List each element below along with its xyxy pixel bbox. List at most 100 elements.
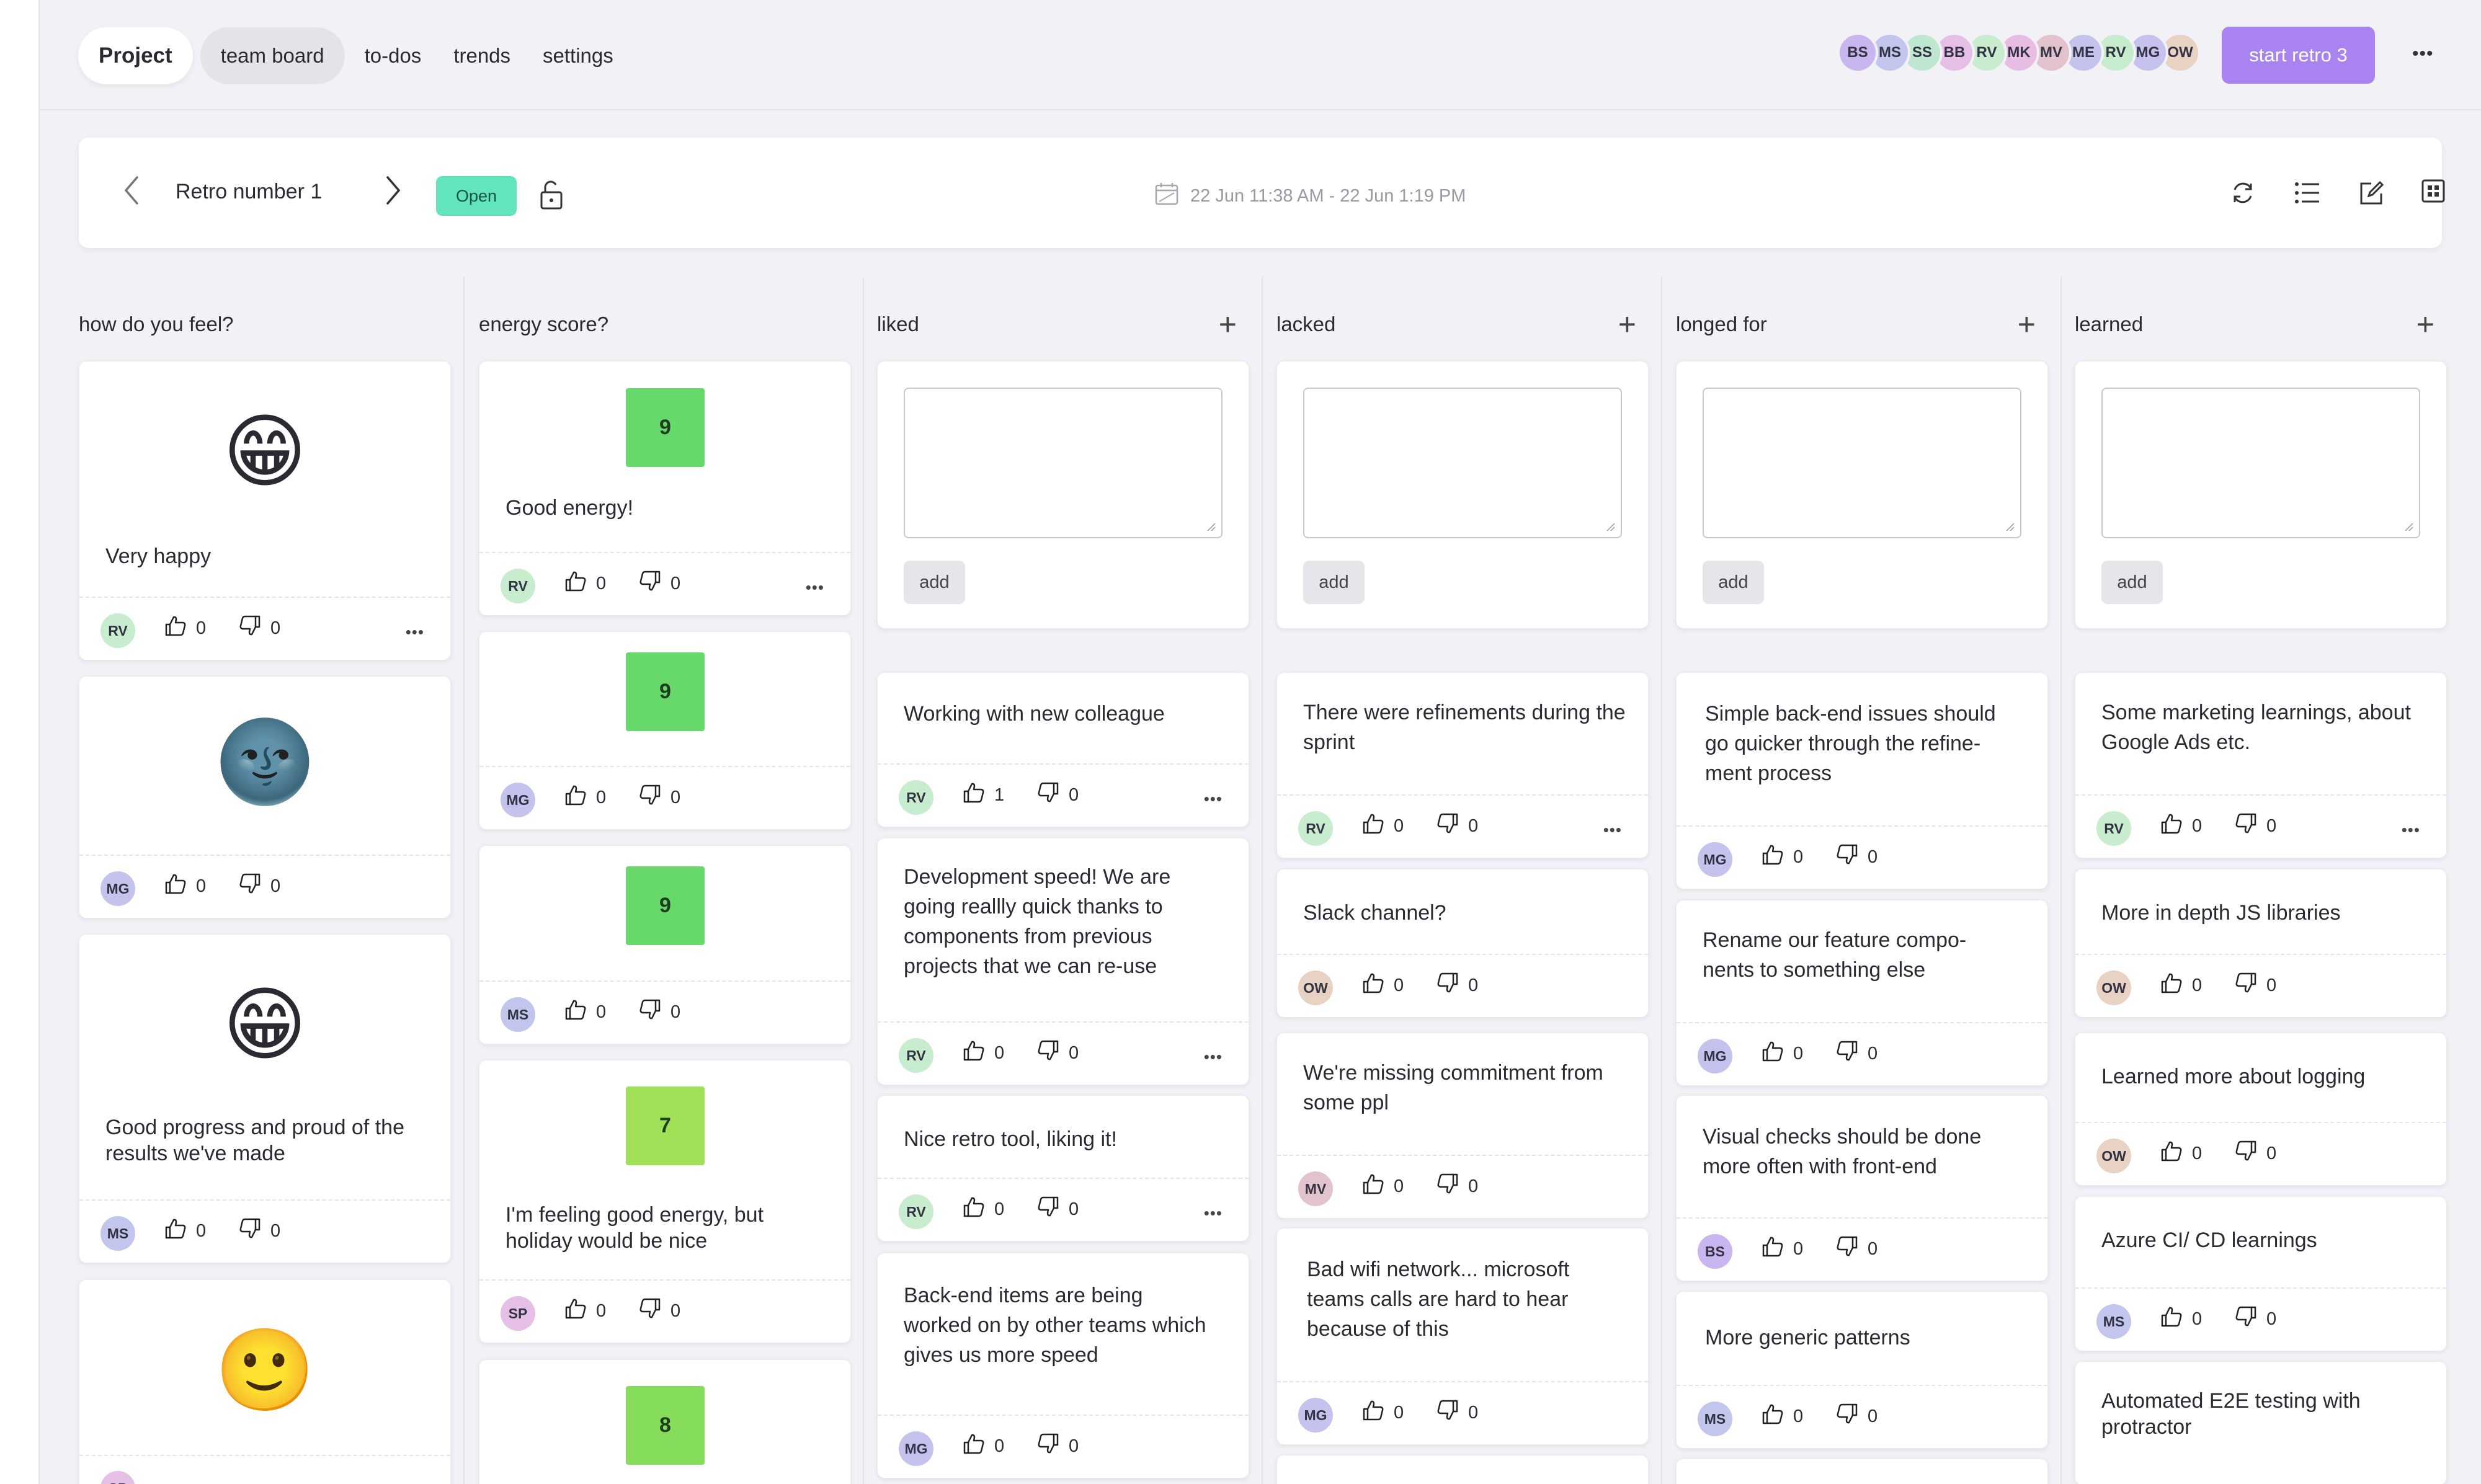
card-more-icon[interactable]: •••: [1203, 1204, 1223, 1222]
upvote-button[interactable]: 0: [962, 1195, 1004, 1224]
retro-card[interactable]: Azure CI/ CD learnings MS 0 0: [2075, 1196, 2447, 1351]
upvote-button[interactable]: 0: [564, 1297, 606, 1325]
tab-settings[interactable]: settings: [543, 44, 613, 67]
new-card-input[interactable]: [1703, 388, 2021, 538]
downvote-button[interactable]: 0: [2234, 1139, 2276, 1168]
list-icon[interactable]: [2293, 179, 2322, 210]
add-card-icon[interactable]: +: [2416, 307, 2434, 342]
downvote-button[interactable]: 0: [1036, 1195, 1079, 1224]
add-card-icon[interactable]: +: [1618, 307, 1636, 342]
downvote-button[interactable]: 0: [638, 569, 680, 598]
add-button[interactable]: add: [2101, 561, 2163, 604]
upvote-button[interactable]: 0: [564, 783, 606, 812]
card-more-icon[interactable]: •••: [1603, 820, 1622, 839]
upvote-button[interactable]: 0: [164, 614, 206, 642]
downvote-button[interactable]: 0: [2234, 1305, 2276, 1333]
downvote-button[interactable]: 0: [238, 872, 280, 900]
upvote-button[interactable]: 0: [1361, 812, 1404, 840]
downvote-button[interactable]: 0: [1436, 812, 1478, 840]
downvote-button[interactable]: 0: [638, 783, 680, 812]
feel-card[interactable]: 😁 Very happy RV 0 0 •••: [79, 361, 451, 660]
upvote-button[interactable]: 0: [2160, 971, 2202, 1000]
new-card-input[interactable]: [2101, 388, 2420, 538]
downvote-button[interactable]: 0: [638, 1297, 680, 1325]
upvote-button[interactable]: 0: [164, 1217, 206, 1245]
add-button[interactable]: add: [904, 561, 965, 604]
retro-card[interactable]: [1676, 1459, 2048, 1484]
retro-card[interactable]: Development speed! We are going reallly …: [877, 838, 1249, 1085]
downvote-button[interactable]: 0: [2234, 812, 2276, 840]
retro-card[interactable]: Back-end items are being worked on by ot…: [877, 1253, 1249, 1478]
upvote-button[interactable]: 0: [1361, 1398, 1404, 1427]
add-button[interactable]: add: [1703, 561, 1764, 604]
more-options-icon[interactable]: •••: [2412, 43, 2434, 64]
chevron-left-icon[interactable]: [122, 175, 141, 213]
card-more-icon[interactable]: •••: [1203, 1047, 1223, 1066]
unlock-icon[interactable]: [537, 179, 566, 214]
retro-card[interactable]: There were refinements during the sprint…: [1276, 672, 1649, 858]
downvote-button[interactable]: 0: [238, 614, 280, 642]
retro-card[interactable]: Slack channel? OW 0 0: [1276, 869, 1649, 1018]
feel-card[interactable]: 😁 Good progress and proud of the results…: [79, 934, 451, 1263]
grid-icon[interactable]: [2421, 179, 2446, 207]
upvote-button[interactable]: 0: [2160, 812, 2202, 840]
start-retro-button[interactable]: start retro 3: [2222, 27, 2375, 84]
upvote-button[interactable]: 0: [1361, 1172, 1404, 1201]
retro-card[interactable]: Some marketing learnings, about Google A…: [2075, 672, 2447, 858]
upvote-button[interactable]: 0: [1761, 1402, 1803, 1431]
retro-card[interactable]: More in depth JS libraries OW 0 0: [2075, 869, 2447, 1018]
tab-project[interactable]: Project: [78, 27, 193, 84]
card-more-icon[interactable]: •••: [2401, 820, 2420, 839]
energy-card[interactable]: 9 MG 0 0: [479, 631, 851, 830]
add-button[interactable]: add: [1303, 561, 1365, 604]
refresh-icon[interactable]: [2229, 179, 2257, 210]
add-card-icon[interactable]: +: [2017, 307, 2036, 342]
retro-card[interactable]: Visual checks should be done more often …: [1676, 1095, 2048, 1281]
retro-card[interactable]: We're missing commitment from some ppl M…: [1276, 1033, 1649, 1219]
retro-card[interactable]: Bad wifi network... microsoft teams call…: [1276, 1228, 1649, 1445]
retro-card[interactable]: Automated E2E testing with protractor: [2075, 1361, 2447, 1484]
downvote-button[interactable]: 0: [1036, 1039, 1079, 1067]
retro-card[interactable]: Working with new colleague RV 1 0 •••: [877, 672, 1249, 827]
downvote-button[interactable]: 0: [2234, 971, 2276, 1000]
upvote-button[interactable]: 0: [1761, 1039, 1803, 1068]
upvote-button[interactable]: 0: [2160, 1305, 2202, 1333]
chevron-right-icon[interactable]: [384, 175, 403, 213]
retro-card[interactable]: Nice retro tool, liking it! RV 0 0 •••: [877, 1095, 1249, 1242]
member-avatar[interactable]: BB: [1934, 32, 1975, 73]
member-avatar[interactable]: BS: [1837, 32, 1878, 73]
downvote-button[interactable]: 0: [1036, 781, 1079, 809]
downvote-button[interactable]: 0: [638, 998, 680, 1026]
new-card-input[interactable]: [904, 388, 1223, 538]
upvote-button[interactable]: 0: [164, 872, 206, 900]
new-card-input[interactable]: [1303, 388, 1622, 538]
downvote-button[interactable]: 0: [1036, 1432, 1079, 1460]
card-more-icon[interactable]: •••: [405, 623, 424, 641]
tab-team-board[interactable]: team board: [200, 27, 345, 84]
downvote-button[interactable]: 0: [238, 1217, 280, 1245]
member-avatar[interactable]: SS: [1902, 32, 1943, 73]
retro-card[interactable]: Simple back-end issues should go quicker…: [1676, 672, 2048, 889]
card-more-icon[interactable]: •••: [805, 578, 824, 597]
upvote-button[interactable]: 0: [1761, 1235, 1803, 1263]
upvote-button[interactable]: 0: [564, 998, 606, 1026]
downvote-button[interactable]: 0: [1835, 1402, 1877, 1431]
add-card-icon[interactable]: +: [1218, 307, 1237, 342]
feel-card[interactable]: 🌚 MG 0 0: [79, 676, 451, 918]
energy-card[interactable]: 7 I'm feeling good energy, but holiday w…: [479, 1060, 851, 1343]
downvote-button[interactable]: 0: [1436, 1398, 1478, 1427]
upvote-button[interactable]: 0: [2160, 1139, 2202, 1168]
tab-to-dos[interactable]: to-dos: [364, 44, 422, 67]
energy-card[interactable]: 9 Good energy! RV 0 0 •••: [479, 361, 851, 616]
retro-card[interactable]: [1276, 1455, 1649, 1484]
energy-card[interactable]: 8: [479, 1359, 851, 1484]
card-more-icon[interactable]: •••: [1203, 789, 1223, 808]
edit-icon[interactable]: [2358, 179, 2386, 210]
downvote-button[interactable]: 0: [1436, 971, 1478, 1000]
retro-card[interactable]: Learned more about logging OW 0 0: [2075, 1033, 2447, 1186]
downvote-button[interactable]: 0: [1436, 1172, 1478, 1201]
energy-card[interactable]: 9 MS 0 0: [479, 845, 851, 1044]
upvote-button[interactable]: 0: [1761, 843, 1803, 871]
feel-card[interactable]: 🙂 SP: [79, 1279, 451, 1484]
downvote-button[interactable]: 0: [1835, 1235, 1877, 1263]
